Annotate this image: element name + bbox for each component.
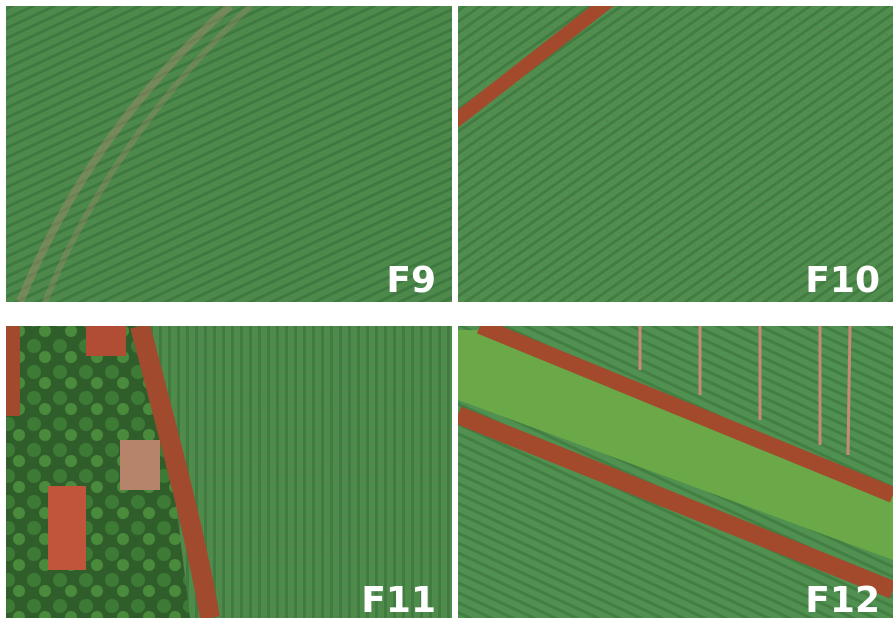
panel-label: F10	[805, 260, 880, 301]
panel-label: F11	[361, 580, 436, 620]
panel-f11: F11	[6, 326, 452, 620]
panel-f12: F12	[458, 326, 893, 620]
panel-f9: F9	[6, 6, 452, 302]
panel-label: F12	[805, 580, 880, 620]
panel-label: F9	[386, 260, 436, 301]
panel-f10: F10	[458, 6, 893, 302]
